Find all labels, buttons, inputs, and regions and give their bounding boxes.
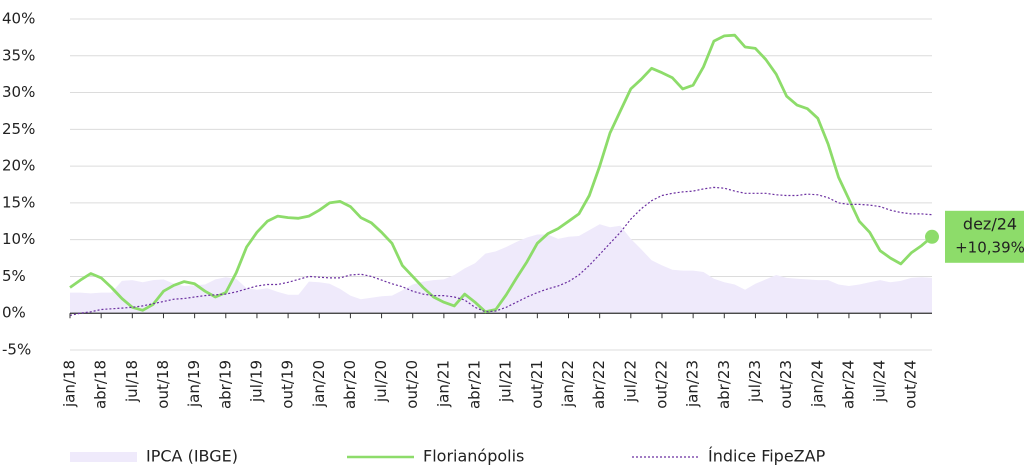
legend-swatch <box>70 452 137 462</box>
x-tick-label: abr/24 <box>839 360 857 409</box>
x-tick-label: jan/21 <box>434 360 452 408</box>
x-tick-label: out/19 <box>279 360 297 409</box>
x-tick-label: jan/18 <box>61 360 79 408</box>
y-tick-label: 0% <box>2 304 26 322</box>
x-tick-label: jan/20 <box>310 360 328 408</box>
y-tick-label: 35% <box>2 46 35 64</box>
x-tick-label: jul/20 <box>372 360 390 403</box>
x-tick-label: out/21 <box>528 360 546 409</box>
x-tick-label: out/20 <box>403 360 421 409</box>
x-tick-label: out/24 <box>902 360 920 409</box>
dotted-line <box>69 186 933 316</box>
x-tick-label: jan/19 <box>185 360 203 408</box>
y-tick-label: 10% <box>2 230 35 248</box>
y-tick-label: 30% <box>2 83 35 101</box>
x-tick-label: out/23 <box>777 360 795 409</box>
x-tick-label: out/22 <box>652 360 670 409</box>
x-tick-label: abr/22 <box>590 360 608 409</box>
annotation-box <box>945 210 1024 263</box>
x-tick-label: jan/23 <box>684 360 702 408</box>
legend-label: Índice FipeZAP <box>708 447 826 466</box>
end-point <box>925 229 939 244</box>
x-tick-label: abr/23 <box>715 360 733 409</box>
legend-label: IPCA (IBGE) <box>146 447 238 466</box>
legend-label: Florianópolis <box>423 447 524 466</box>
y-tick-label: -5% <box>2 341 31 359</box>
area <box>70 224 932 314</box>
y-tick-label: 20% <box>2 157 35 175</box>
y-tick-label: 25% <box>2 120 35 138</box>
x-tick-label: abr/19 <box>216 360 234 409</box>
x-tick-label: jul/24 <box>871 360 889 403</box>
line <box>69 33 933 314</box>
x-tick-label: out/18 <box>154 360 172 409</box>
x-tick-label: jan/24 <box>808 360 826 408</box>
x-tick-label: abr/20 <box>341 360 359 409</box>
annotation-date: dez/24 <box>963 214 1017 233</box>
x-tick-label: jul/22 <box>621 360 639 403</box>
x-tick-label: jan/22 <box>559 360 577 408</box>
y-tick-label: 15% <box>2 193 35 211</box>
x-tick-label: abr/21 <box>466 360 484 409</box>
x-tick-label: jul/18 <box>123 360 141 403</box>
x-tick-label: abr/18 <box>92 360 110 409</box>
x-tick-label: jul/23 <box>746 360 764 403</box>
x-tick-label: jul/21 <box>497 360 515 403</box>
x-tick-label: jul/19 <box>247 360 265 403</box>
y-tick-label: 5% <box>2 267 26 285</box>
y-tick-label: 40% <box>2 10 35 28</box>
annotation-value: +10,39% <box>955 238 1024 256</box>
